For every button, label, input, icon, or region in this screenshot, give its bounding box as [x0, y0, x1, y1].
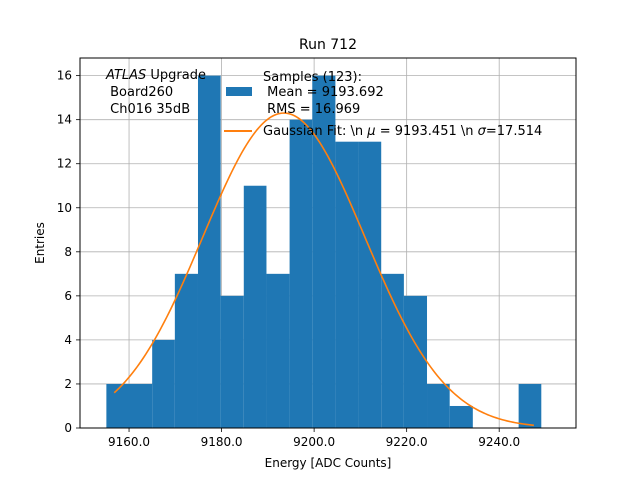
x-tick-label-1: 9180.0: [201, 435, 243, 449]
x-tick-label-4: 9240.0: [478, 435, 520, 449]
annotation-line-1: ATLAS Upgrade: [105, 68, 206, 83]
y-axis-ticks: 0 2 4 6 8 10 12 14 16: [57, 69, 80, 435]
legend-samples-line-2: Mean = 9193.692: [263, 85, 384, 100]
legend-fit-mu: μ: [366, 124, 375, 139]
histogram-bar-13: [427, 383, 450, 428]
y-tick-label-5: 10: [57, 201, 72, 215]
histogram-bars: [106, 75, 542, 429]
legend-samples-line-3: RMS = 16.969: [263, 102, 360, 117]
x-tick-label-0: 9160.0: [108, 435, 150, 449]
y-tick-label-0: 0: [64, 421, 72, 435]
x-tick-label-3: 9220.0: [386, 435, 428, 449]
y-tick-label-4: 8: [64, 245, 72, 259]
legend-samples-line-1: Samples (123):: [263, 70, 362, 85]
histogram-bar-5: [243, 185, 267, 428]
histogram-bar-0: [106, 383, 153, 428]
histogram-bar-15: [518, 383, 542, 428]
annotation-line-2: Board260: [106, 85, 173, 100]
histogram-bar-3: [197, 75, 221, 428]
histogram-bar-6: [266, 273, 290, 428]
legend-swatch-samples: [226, 87, 252, 96]
histogram-bar-11: [381, 273, 404, 428]
y-tick-label-8: 16: [57, 69, 72, 83]
gaussian-fit-curve: [113, 112, 534, 427]
annotation-italic: ATLAS: [105, 68, 146, 83]
y-tick-label-6: 12: [57, 157, 72, 171]
y-axis-label: Entries: [33, 222, 47, 264]
gaussian-fit: [113, 112, 534, 427]
histogram-bar-2: [174, 273, 198, 428]
histogram-bar-1: [152, 339, 175, 428]
x-axis-ticks: 9160.0 9180.0 9200.0 9220.0 9240.0: [108, 428, 520, 449]
histogram-bar-7: [289, 119, 313, 429]
annotation-text: ATLAS Upgrade Board260 Ch016 35dB: [105, 68, 206, 117]
x-axis-label: Energy [ADC Counts]: [265, 456, 392, 470]
y-tick-label-3: 6: [64, 289, 72, 303]
y-tick-label-2: 4: [64, 333, 72, 347]
x-tick-label-2: 9200.0: [293, 435, 335, 449]
annotation-rest: Upgrade: [146, 68, 206, 83]
histogram-bar-9: [335, 141, 359, 428]
histogram-bar-8: [312, 75, 336, 428]
legend-fit-suffix: =17.514: [486, 124, 542, 139]
histogram-bar-10: [358, 141, 382, 428]
histogram-bar-14: [449, 405, 473, 428]
legend: Samples (123): Mean = 9193.692 RMS = 16.…: [224, 70, 542, 139]
axes-frame: [79, 57, 577, 429]
legend-fit-mid: = 9193.451 \n: [376, 124, 478, 139]
y-tick-label-1: 2: [64, 377, 72, 391]
histogram-bar-4: [220, 295, 244, 428]
legend-fit-sigma: σ: [478, 124, 487, 139]
legend-fit-label: Gaussian Fit: \n μ = 9193.451 \n σ=17.51…: [263, 124, 542, 139]
legend-fit-prefix: Gaussian Fit: \n: [263, 124, 367, 139]
histogram-bar-12: [403, 295, 428, 428]
annotation-line-3: Ch016 35dB: [106, 102, 190, 117]
chart-title: Run 712: [299, 37, 357, 53]
y-tick-label-7: 14: [57, 113, 72, 127]
